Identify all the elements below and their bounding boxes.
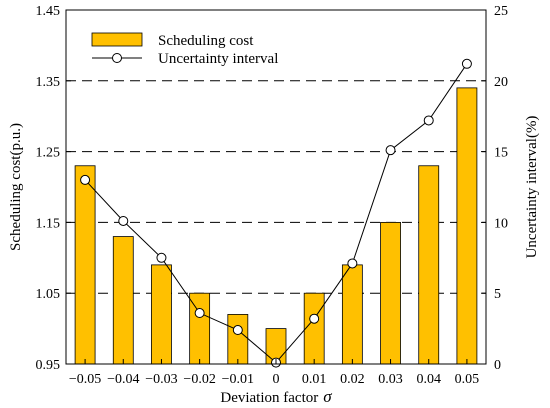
x-tick-label: 0.03 bbox=[378, 372, 403, 387]
legend: Scheduling cost Uncertainty interval bbox=[91, 32, 278, 67]
point-uncertainty-interval bbox=[80, 174, 91, 185]
x-tick-label: 0 bbox=[273, 372, 280, 387]
x-axis-title-symbol: σ bbox=[323, 387, 332, 406]
line-uncertainty-interval bbox=[84, 63, 468, 364]
point-uncertainty-interval bbox=[309, 313, 320, 324]
x-tick-label: −0.04 bbox=[107, 372, 139, 387]
bar-scheduling-cost bbox=[227, 314, 249, 365]
legend-swatch-scheduling-cost bbox=[91, 32, 143, 47]
x-tick-label: −0.02 bbox=[183, 372, 215, 387]
left-tick-label: 1.05 bbox=[36, 287, 61, 302]
x-axis-title: Deviation factor σ bbox=[220, 387, 332, 406]
axes: 0.951.051.151.251.351.450510152025−0.05−… bbox=[36, 4, 509, 387]
point-uncertainty-interval bbox=[347, 258, 358, 269]
x-tick-label: 0.05 bbox=[455, 372, 480, 387]
legend-label-uncertainty-interval: Uncertainty interval bbox=[158, 51, 278, 67]
bar-scheduling-cost bbox=[112, 236, 134, 365]
bar-series bbox=[74, 87, 478, 365]
right-tick-label: 10 bbox=[494, 216, 508, 231]
grid-lines bbox=[66, 80, 486, 294]
bar-scheduling-cost bbox=[341, 264, 363, 365]
bar-scheduling-cost bbox=[189, 292, 211, 365]
point-uncertainty-interval bbox=[423, 115, 434, 126]
axis-titles: Deviation factor σ Scheduling cost(p.u.) Un… bbox=[8, 116, 540, 406]
point-uncertainty-interval bbox=[461, 58, 472, 69]
right-tick-label: 0 bbox=[494, 358, 501, 373]
x-tick-label: 0.04 bbox=[416, 372, 441, 387]
left-tick-label: 1.15 bbox=[36, 216, 61, 231]
bar-scheduling-cost bbox=[303, 292, 325, 365]
legend-label-scheduling-cost: Scheduling cost bbox=[158, 33, 254, 49]
x-tick-label: −0.05 bbox=[69, 372, 101, 387]
left-tick-label: 1.45 bbox=[36, 4, 61, 19]
point-uncertainty-interval bbox=[156, 252, 167, 263]
point-uncertainty-interval bbox=[118, 215, 129, 226]
right-axis-title: Uncertainty interval(%) bbox=[524, 116, 540, 259]
point-uncertainty-interval bbox=[385, 145, 396, 156]
point-uncertainty-interval bbox=[194, 308, 205, 319]
x-tick-label: −0.03 bbox=[145, 372, 177, 387]
x-tick-label: 0.01 bbox=[302, 372, 327, 387]
left-tick-label: 1.35 bbox=[36, 75, 61, 90]
x-axis-title-text: Deviation factor bbox=[220, 390, 318, 406]
right-tick-label: 15 bbox=[494, 146, 508, 161]
legend-marker-uncertainty bbox=[112, 53, 122, 63]
x-tick-label: −0.01 bbox=[222, 372, 254, 387]
bar-scheduling-cost bbox=[456, 87, 478, 365]
bar-scheduling-cost bbox=[151, 264, 172, 365]
point-uncertainty-interval bbox=[232, 325, 243, 336]
left-axis-title: Scheduling cost(p.u.) bbox=[8, 123, 24, 251]
left-tick-label: 0.95 bbox=[36, 358, 61, 373]
bar-scheduling-cost bbox=[418, 165, 440, 365]
line-series bbox=[80, 58, 472, 368]
right-tick-label: 5 bbox=[494, 287, 501, 302]
bar-scheduling-cost bbox=[380, 221, 401, 365]
right-tick-label: 25 bbox=[494, 4, 508, 19]
bar-scheduling-cost bbox=[74, 165, 96, 365]
right-tick-label: 20 bbox=[494, 75, 508, 90]
left-tick-label: 1.25 bbox=[36, 146, 61, 161]
x-tick-label: 0.02 bbox=[340, 372, 365, 387]
